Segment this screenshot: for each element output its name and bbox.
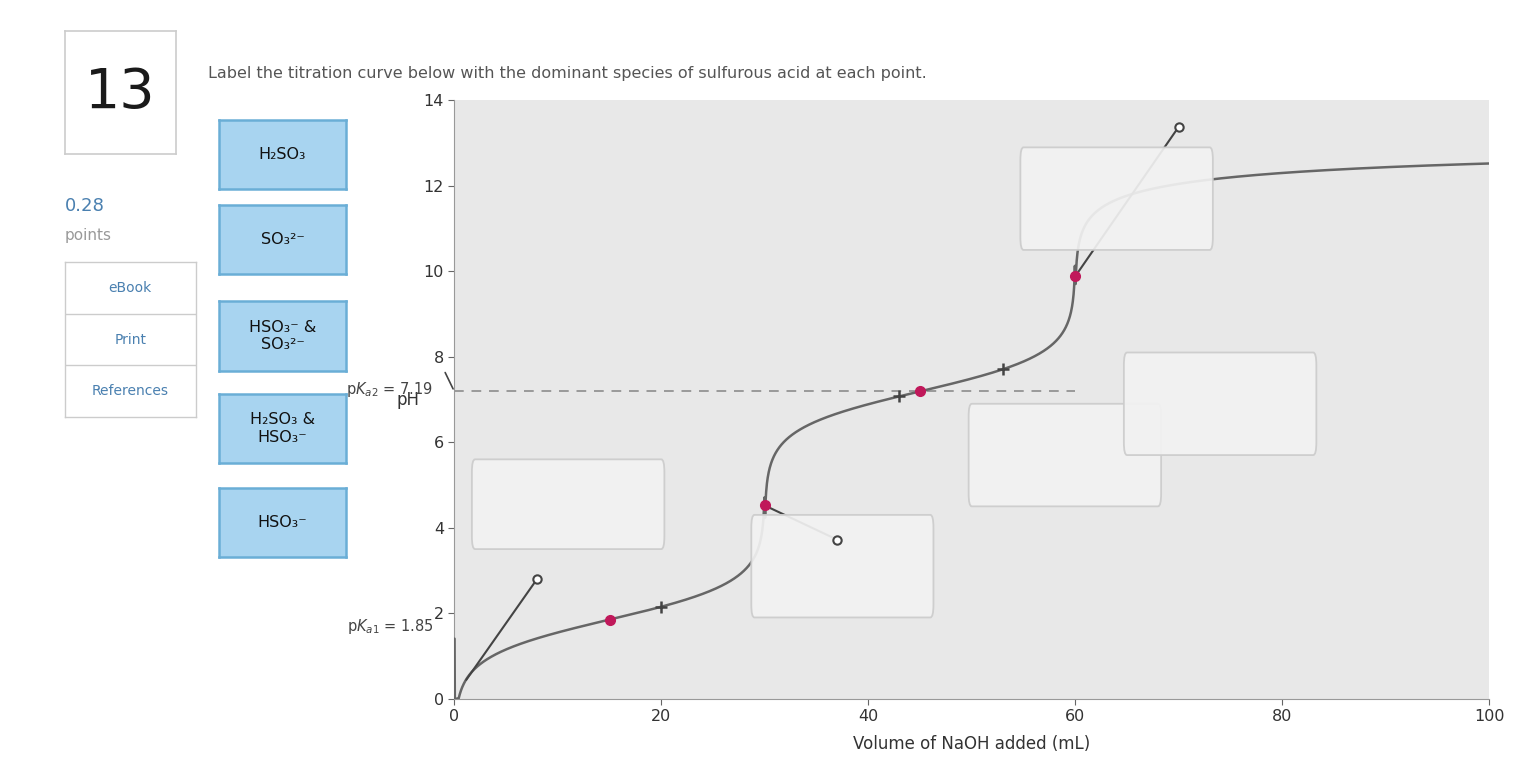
FancyBboxPatch shape — [752, 515, 933, 618]
Text: Label the titration curve below with the dominant species of sulfurous acid at e: Label the titration curve below with the… — [208, 66, 927, 80]
FancyBboxPatch shape — [471, 459, 664, 549]
Text: 0.28: 0.28 — [65, 197, 105, 215]
Text: H₂SO₃: H₂SO₃ — [259, 147, 306, 162]
Text: 13: 13 — [85, 66, 156, 120]
Text: H₂SO₃ &
HSO₃⁻: H₂SO₃ & HSO₃⁻ — [249, 412, 316, 445]
Text: HSO₃⁻ &
SO₃²⁻: HSO₃⁻ & SO₃²⁻ — [249, 320, 316, 352]
X-axis label: Volume of NaOH added (mL): Volume of NaOH added (mL) — [853, 735, 1090, 753]
Text: References: References — [92, 384, 169, 398]
Text: eBook: eBook — [108, 281, 152, 295]
Text: p$K_{a2}$ = 7.19: p$K_{a2}$ = 7.19 — [346, 380, 434, 399]
FancyBboxPatch shape — [969, 404, 1161, 506]
FancyBboxPatch shape — [1124, 353, 1317, 455]
Text: Print: Print — [114, 333, 146, 347]
Text: p$K_{a1}$ = 1.85: p$K_{a1}$ = 1.85 — [346, 617, 434, 635]
Text: SO₃²⁻: SO₃²⁻ — [260, 232, 305, 247]
FancyBboxPatch shape — [1021, 147, 1214, 250]
Y-axis label: pH: pH — [396, 391, 419, 408]
Text: points: points — [65, 228, 112, 242]
Text: HSO₃⁻: HSO₃⁻ — [257, 515, 308, 530]
